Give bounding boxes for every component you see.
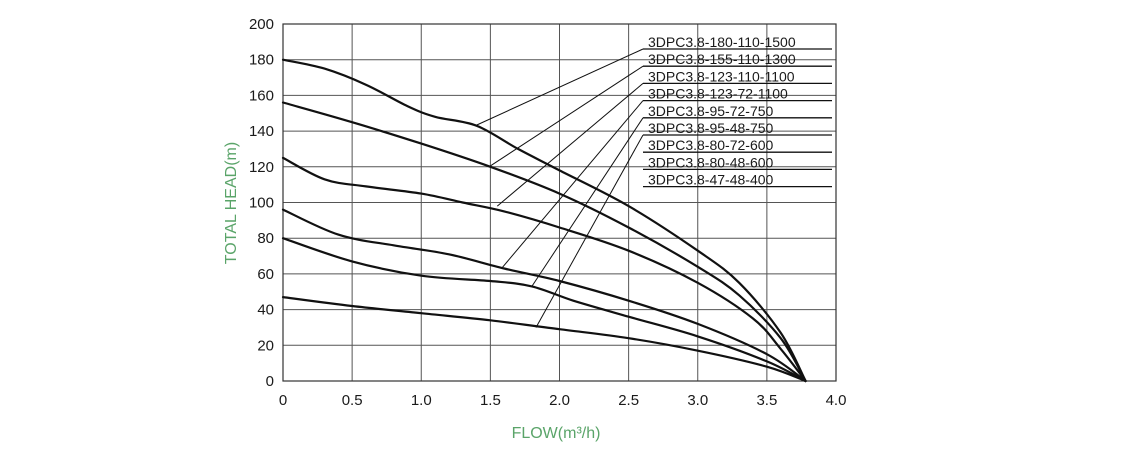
y-tick-label: 200 bbox=[249, 16, 274, 33]
legend-entry: 3DPC3.8-123-72-1100 bbox=[648, 86, 788, 102]
x-axis-label: FLOW(m³/h) bbox=[512, 425, 601, 442]
y-tick-label: 100 bbox=[249, 195, 274, 212]
legend-entry: 3DPC3.8-180-110-1500 bbox=[648, 34, 796, 50]
legend-entry: 3DPC3.8-80-48-600 bbox=[648, 154, 774, 170]
legend-entry: 3DPC3.8-123-110-1100 bbox=[648, 68, 795, 84]
legend-leader-lines bbox=[474, 48, 644, 328]
series-line-6 bbox=[281, 296, 807, 383]
y-tick-label: 120 bbox=[249, 159, 274, 176]
y-tick-label: 140 bbox=[249, 123, 274, 140]
y-tick-label: 40 bbox=[257, 302, 274, 319]
x-tick-label: 0 bbox=[279, 392, 287, 409]
legend-leader-line bbox=[488, 65, 644, 168]
x-tick-label: 4.0 bbox=[826, 392, 847, 409]
legend-leader-line bbox=[501, 100, 644, 269]
x-tick-label: 2.0 bbox=[549, 392, 570, 409]
tick-labels: 0 0.5 1.0 1.5 2.0 2.5 3.0 3.5 4.0 0 20 40 60 80 100 120… bbox=[249, 16, 846, 409]
series-line-2 bbox=[281, 101, 807, 383]
x-tick-label: 1.5 bbox=[480, 392, 501, 409]
x-tick-label: 1.0 bbox=[411, 392, 432, 409]
curves bbox=[281, 58, 807, 383]
legend-entry: 3DPC3.8-47-48-400 bbox=[648, 172, 774, 188]
y-tick-label: 20 bbox=[257, 337, 274, 354]
legend-leader-line bbox=[535, 134, 644, 328]
series-line-4 bbox=[281, 208, 807, 383]
x-tick-label: 2.5 bbox=[618, 392, 639, 409]
legend-entry: 3DPC3.8-95-48-750 bbox=[648, 120, 774, 136]
y-axis-label: TOTAL HEAD(m) bbox=[223, 142, 240, 264]
legend-leader-line bbox=[531, 117, 644, 287]
y-tick-label: 80 bbox=[257, 230, 274, 247]
y-tick-label: 160 bbox=[249, 87, 274, 104]
x-tick-label: 0.5 bbox=[342, 392, 363, 409]
x-tick-label: 3.0 bbox=[687, 392, 708, 409]
y-tick-label: 0 bbox=[266, 373, 274, 390]
series-line-3 bbox=[281, 156, 807, 383]
legend-entry: 3DPC3.8-155-110-1300 bbox=[648, 51, 796, 67]
legend-leader-line bbox=[474, 48, 644, 127]
series-line-5 bbox=[281, 237, 807, 383]
y-tick-label: 60 bbox=[257, 266, 274, 283]
legend-leader-line bbox=[496, 83, 644, 207]
series-line-1 bbox=[281, 58, 807, 383]
x-tick-label: 3.5 bbox=[756, 392, 777, 409]
y-tick-label: 180 bbox=[249, 52, 274, 69]
legend: 3DPC3.8-180-110-15003DPC3.8-155-110-1300… bbox=[643, 34, 832, 188]
legend-entry: 3DPC3.8-95-72-750 bbox=[648, 103, 774, 119]
legend-entry: 3DPC3.8-80-72-600 bbox=[648, 137, 774, 153]
plot-frame bbox=[282, 23, 837, 382]
